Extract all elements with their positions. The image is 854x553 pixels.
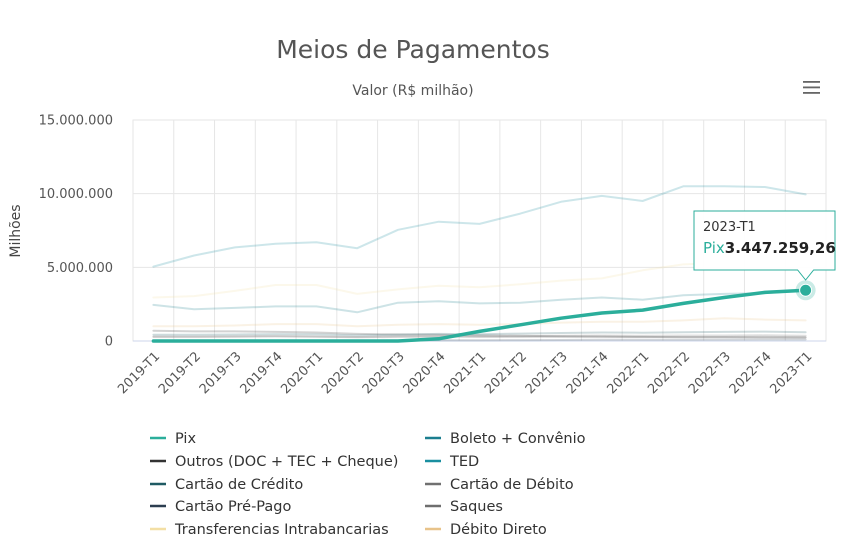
grid-lines [132,119,827,342]
x-tick-label: 2021-T3 [523,349,571,397]
x-tick-label: 2022-T3 [686,349,734,397]
x-tick-label: 2019-T4 [238,349,286,397]
series-line[interactable] [152,317,807,328]
x-tick-label: 2021-T2 [482,349,530,397]
x-tick-label: 2019-T2 [156,349,204,397]
chart-subtitle: Valor (R$ milhão) [352,83,473,99]
legend-item[interactable]: Cartão de Crédito [150,477,303,493]
y-tick-label: 10.000.000 [39,187,113,202]
legend-label: Transferencias Intrabancarias [174,522,389,538]
series-line[interactable] [152,330,807,337]
x-tick-label: 2019-T3 [197,349,245,397]
legend: Pix Boleto + Convênio Outros (DOC + TEC + … [150,431,586,538]
chart-title: Meios de Pagamentos [276,35,550,64]
x-tick-label: 2020-T4 [401,349,449,397]
series-line[interactable] [152,185,807,268]
series-line[interactable] [152,329,807,339]
x-tick-label: 2021-T4 [564,349,612,397]
legend-label: Cartão de Débito [450,477,574,493]
x-tick-label: 2021-T1 [441,349,489,397]
legend-item[interactable]: TED [425,454,479,470]
tooltip: 2023-T1 Pix3.447.259,26 [693,210,836,281]
y-tick-label: 5.000.000 [47,261,113,276]
legend-label: Outros (DOC + TEC + Cheque) [175,454,398,470]
tooltip-series-name: Pix [703,239,725,257]
y-axis-title: Milhões [8,204,24,257]
highlight-marker [795,280,816,301]
y-axis-ticks: 0 5.000.000 10.000.000 15.000.000 [39,114,113,350]
x-tick-label: 2023-T1 [768,349,816,397]
legend-label: Pix [175,431,196,447]
x-tick-label: 2020-T2 [319,349,367,397]
x-tick-label: 2020-T1 [278,349,326,397]
tooltip-category: 2023-T1 [703,220,756,235]
series-line[interactable] [152,334,807,338]
tooltip-value-line: Pix3.447.259,26 [703,239,836,257]
x-tick-label: 2022-T1 [604,349,652,397]
x-tick-label: 2022-T4 [727,349,775,397]
series-line[interactable] [151,288,808,343]
legend-label: Cartão de Crédito [175,477,303,493]
legend-item[interactable]: Cartão de Débito [425,477,574,493]
x-tick-label: 2020-T3 [360,349,408,397]
tooltip-value: 3.447.259,26 [725,239,836,257]
x-axis-ticks: 2019-T12019-T22019-T32019-T42020-T12020-… [115,349,815,397]
x-tick-label: 2019-T1 [115,349,163,397]
legend-item[interactable]: Transferencias Intrabancarias [150,522,389,538]
legend-item[interactable]: Saques [425,499,503,515]
legend-item[interactable]: Boleto + Convênio [425,431,586,447]
hamburger-menu-icon[interactable] [800,78,824,98]
y-tick-label: 15.000.000 [39,114,113,129]
legend-label: Cartão Pré-Pago [175,499,291,515]
legend-label: TED [449,454,479,470]
tooltip-box [693,210,836,281]
x-tick-label: 2022-T2 [645,349,693,397]
legend-item[interactable]: Débito Direto [425,522,547,538]
legend-item[interactable]: Pix [150,431,196,447]
legend-label: Saques [450,499,503,515]
series-line[interactable] [152,289,807,314]
legend-label: Débito Direto [450,522,547,538]
series-lines [151,185,808,343]
series-line[interactable] [152,335,807,339]
highlight-marker-point[interactable] [799,283,813,297]
y-tick-label: 0 [105,335,113,350]
legend-label: Boleto + Convênio [450,431,586,447]
legend-item[interactable]: Outros (DOC + TEC + Cheque) [150,454,398,470]
legend-item[interactable]: Cartão Pré-Pago [150,499,291,515]
